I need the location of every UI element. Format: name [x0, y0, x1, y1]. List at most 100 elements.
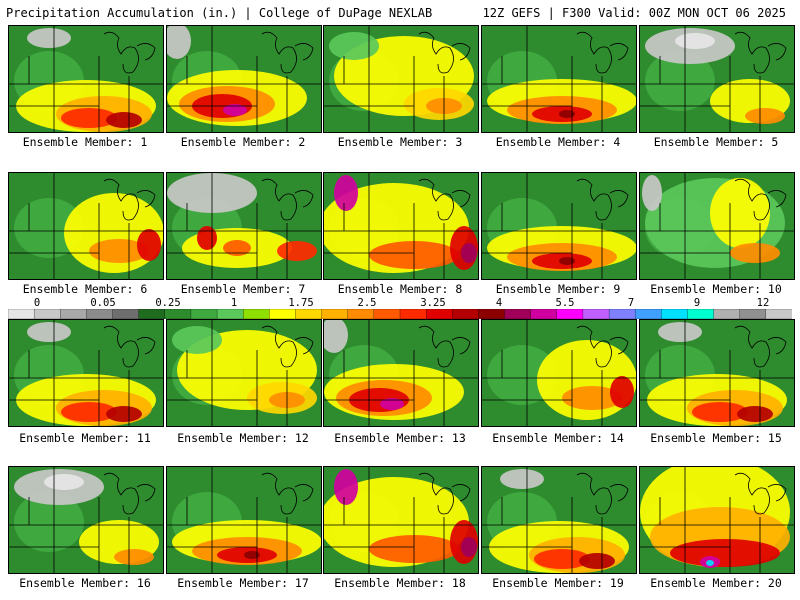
ensemble-member-label: Ensemble Member: 15 [650, 431, 782, 445]
precip-map [167, 173, 321, 279]
ensemble-member-label: Ensemble Member: 5 [653, 135, 779, 149]
precip-map [9, 320, 163, 426]
ensemble-map-panel [8, 466, 164, 574]
precip-map [640, 320, 794, 426]
colorbar-swatch [243, 309, 270, 319]
precip-map [640, 467, 794, 573]
precip-map [482, 320, 636, 426]
state-borders [482, 320, 636, 426]
colorbar-tick-label: 0.05 [90, 297, 116, 309]
colorbar-swatch [425, 309, 453, 319]
precip-map [167, 467, 321, 573]
state-borders [640, 467, 794, 573]
ensemble-map-panel [8, 319, 164, 427]
colorbar-swatch [661, 309, 689, 319]
state-borders [9, 320, 163, 426]
state-borders [9, 26, 163, 132]
colorbar-swatch [504, 309, 532, 319]
ensemble-map-panel [481, 172, 637, 280]
ensemble-member-label: Ensemble Member: 14 [492, 431, 624, 445]
state-borders [167, 467, 321, 573]
colorbar-swatch [347, 309, 375, 319]
precip-map [167, 320, 321, 426]
ensemble-member-label: Ensemble Member: 11 [19, 431, 151, 445]
colorbar-swatch [478, 309, 506, 319]
ensemble-member-label: Ensemble Member: 4 [495, 135, 621, 149]
ensemble-map-panel [166, 319, 322, 427]
colorbar-swatch [216, 309, 244, 319]
colorbar-swatch [373, 309, 401, 319]
ensemble-member-label: Ensemble Member: 19 [492, 576, 624, 590]
ensemble-member-label: Ensemble Member: 8 [337, 282, 463, 296]
colorbar-tick-label: 1 [230, 297, 238, 309]
precip-map [9, 467, 163, 573]
colorbar-swatch [556, 309, 584, 319]
state-borders [482, 26, 636, 132]
precip-map [482, 26, 636, 132]
ensemble-map-panel [639, 319, 795, 427]
precip-map [324, 26, 478, 132]
state-borders [482, 467, 636, 573]
ensemble-member-label: Ensemble Member: 17 [177, 576, 309, 590]
ensemble-map-panel [166, 466, 322, 574]
colorbar [8, 309, 792, 319]
precip-map [9, 26, 163, 132]
precip-map [640, 26, 794, 132]
state-borders [640, 173, 794, 279]
colorbar-swatch [582, 309, 610, 319]
state-borders [640, 320, 794, 426]
ensemble-map-panel [8, 172, 164, 280]
state-borders [640, 26, 794, 132]
colorbar-swatch [164, 309, 192, 319]
state-borders [9, 467, 163, 573]
colorbar-tick-label: 0 [33, 297, 41, 309]
ensemble-map-panel [166, 25, 322, 133]
ensemble-member-label: Ensemble Member: 10 [650, 282, 782, 296]
ensemble-member-label: Ensemble Member: 13 [334, 431, 466, 445]
state-borders [324, 320, 478, 426]
colorbar-tick-label: 5.5 [555, 297, 575, 309]
ensemble-map-panel [323, 25, 479, 133]
colorbar-swatch [33, 309, 61, 319]
ensemble-map-panel [639, 172, 795, 280]
ensemble-map-panel [481, 466, 637, 574]
ensemble-map-panel [323, 319, 479, 427]
ensemble-member-label: Ensemble Member: 16 [19, 576, 151, 590]
precip-map [324, 467, 478, 573]
colorbar-swatch [190, 309, 218, 319]
colorbar-swatch [635, 309, 662, 319]
colorbar-tick-label: 4 [495, 297, 503, 309]
state-borders [167, 173, 321, 279]
colorbar-swatch [608, 309, 636, 319]
ensemble-map-panel [323, 466, 479, 574]
colorbar-swatch [452, 309, 480, 319]
state-borders [324, 173, 478, 279]
colorbar-swatch [138, 309, 166, 319]
colorbar-swatch [86, 309, 114, 319]
colorbar-swatch [60, 309, 88, 319]
ensemble-member-label: Ensemble Member: 1 [22, 135, 148, 149]
ensemble-member-label: Ensemble Member: 20 [650, 576, 782, 590]
colorbar-tick-label: 12 [756, 297, 770, 309]
colorbar-tick-label: 1.75 [288, 297, 314, 309]
precip-map [167, 26, 321, 132]
state-borders [167, 320, 321, 426]
ensemble-map-panel [481, 25, 637, 133]
model-valid-time: 12Z GEFS | F300 Valid: 00Z MON OCT 06 20… [482, 6, 786, 20]
ensemble-member-label: Ensemble Member: 3 [337, 135, 463, 149]
colorbar-swatch [687, 309, 715, 319]
colorbar-swatch [713, 309, 741, 319]
colorbar-swatch [321, 309, 349, 319]
colorbar-swatch [399, 309, 427, 319]
colorbar-swatch [295, 309, 323, 319]
colorbar-swatch [8, 309, 35, 319]
precip-map [482, 467, 636, 573]
ensemble-map-panel [323, 172, 479, 280]
precip-map [324, 320, 478, 426]
ensemble-map-panel [8, 25, 164, 133]
colorbar-swatch [269, 309, 297, 319]
ensemble-map-panel [639, 25, 795, 133]
ensemble-map-panel [639, 466, 795, 574]
map-title: Precipitation Accumulation (in.) | Colle… [6, 6, 433, 20]
colorbar-tick-label: 3.25 [420, 297, 446, 309]
